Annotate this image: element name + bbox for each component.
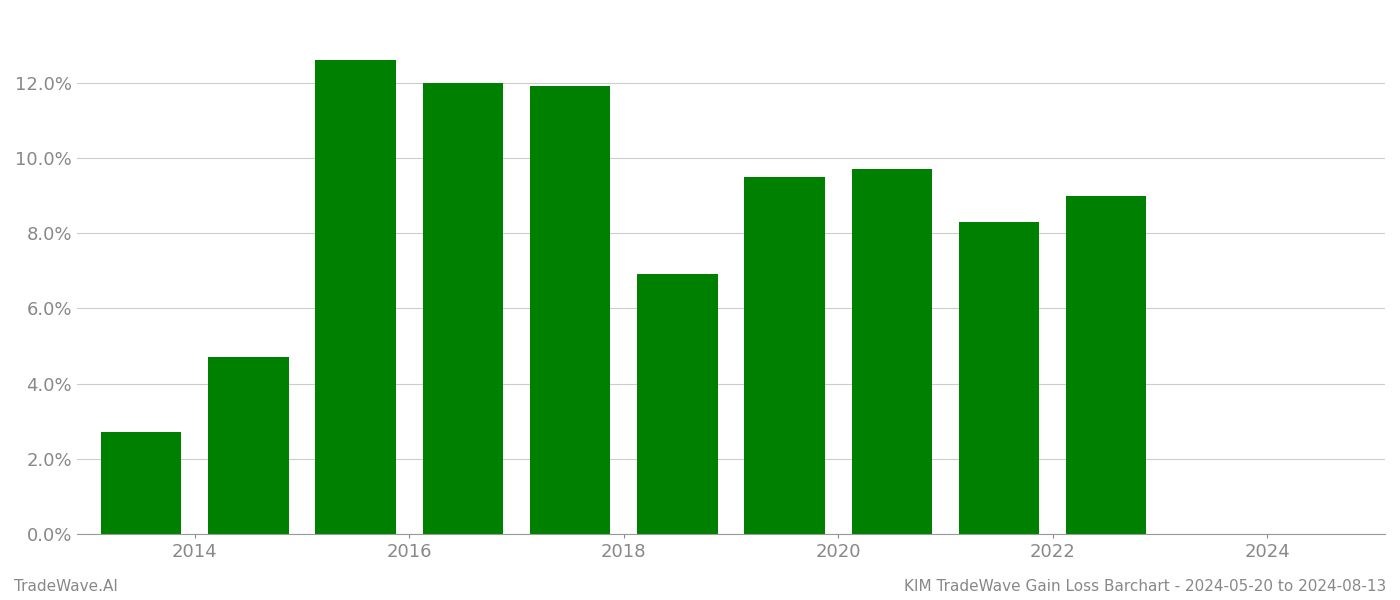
Bar — [423, 83, 503, 534]
Bar — [745, 177, 825, 534]
Text: TradeWave.AI: TradeWave.AI — [14, 579, 118, 594]
Bar — [101, 433, 182, 534]
Bar — [1065, 196, 1147, 534]
Bar — [851, 169, 932, 534]
Text: KIM TradeWave Gain Loss Barchart - 2024-05-20 to 2024-08-13: KIM TradeWave Gain Loss Barchart - 2024-… — [904, 579, 1386, 594]
Bar — [959, 222, 1039, 534]
Bar — [637, 274, 718, 534]
Bar — [209, 357, 288, 534]
Bar — [529, 86, 610, 534]
Bar — [315, 60, 396, 534]
